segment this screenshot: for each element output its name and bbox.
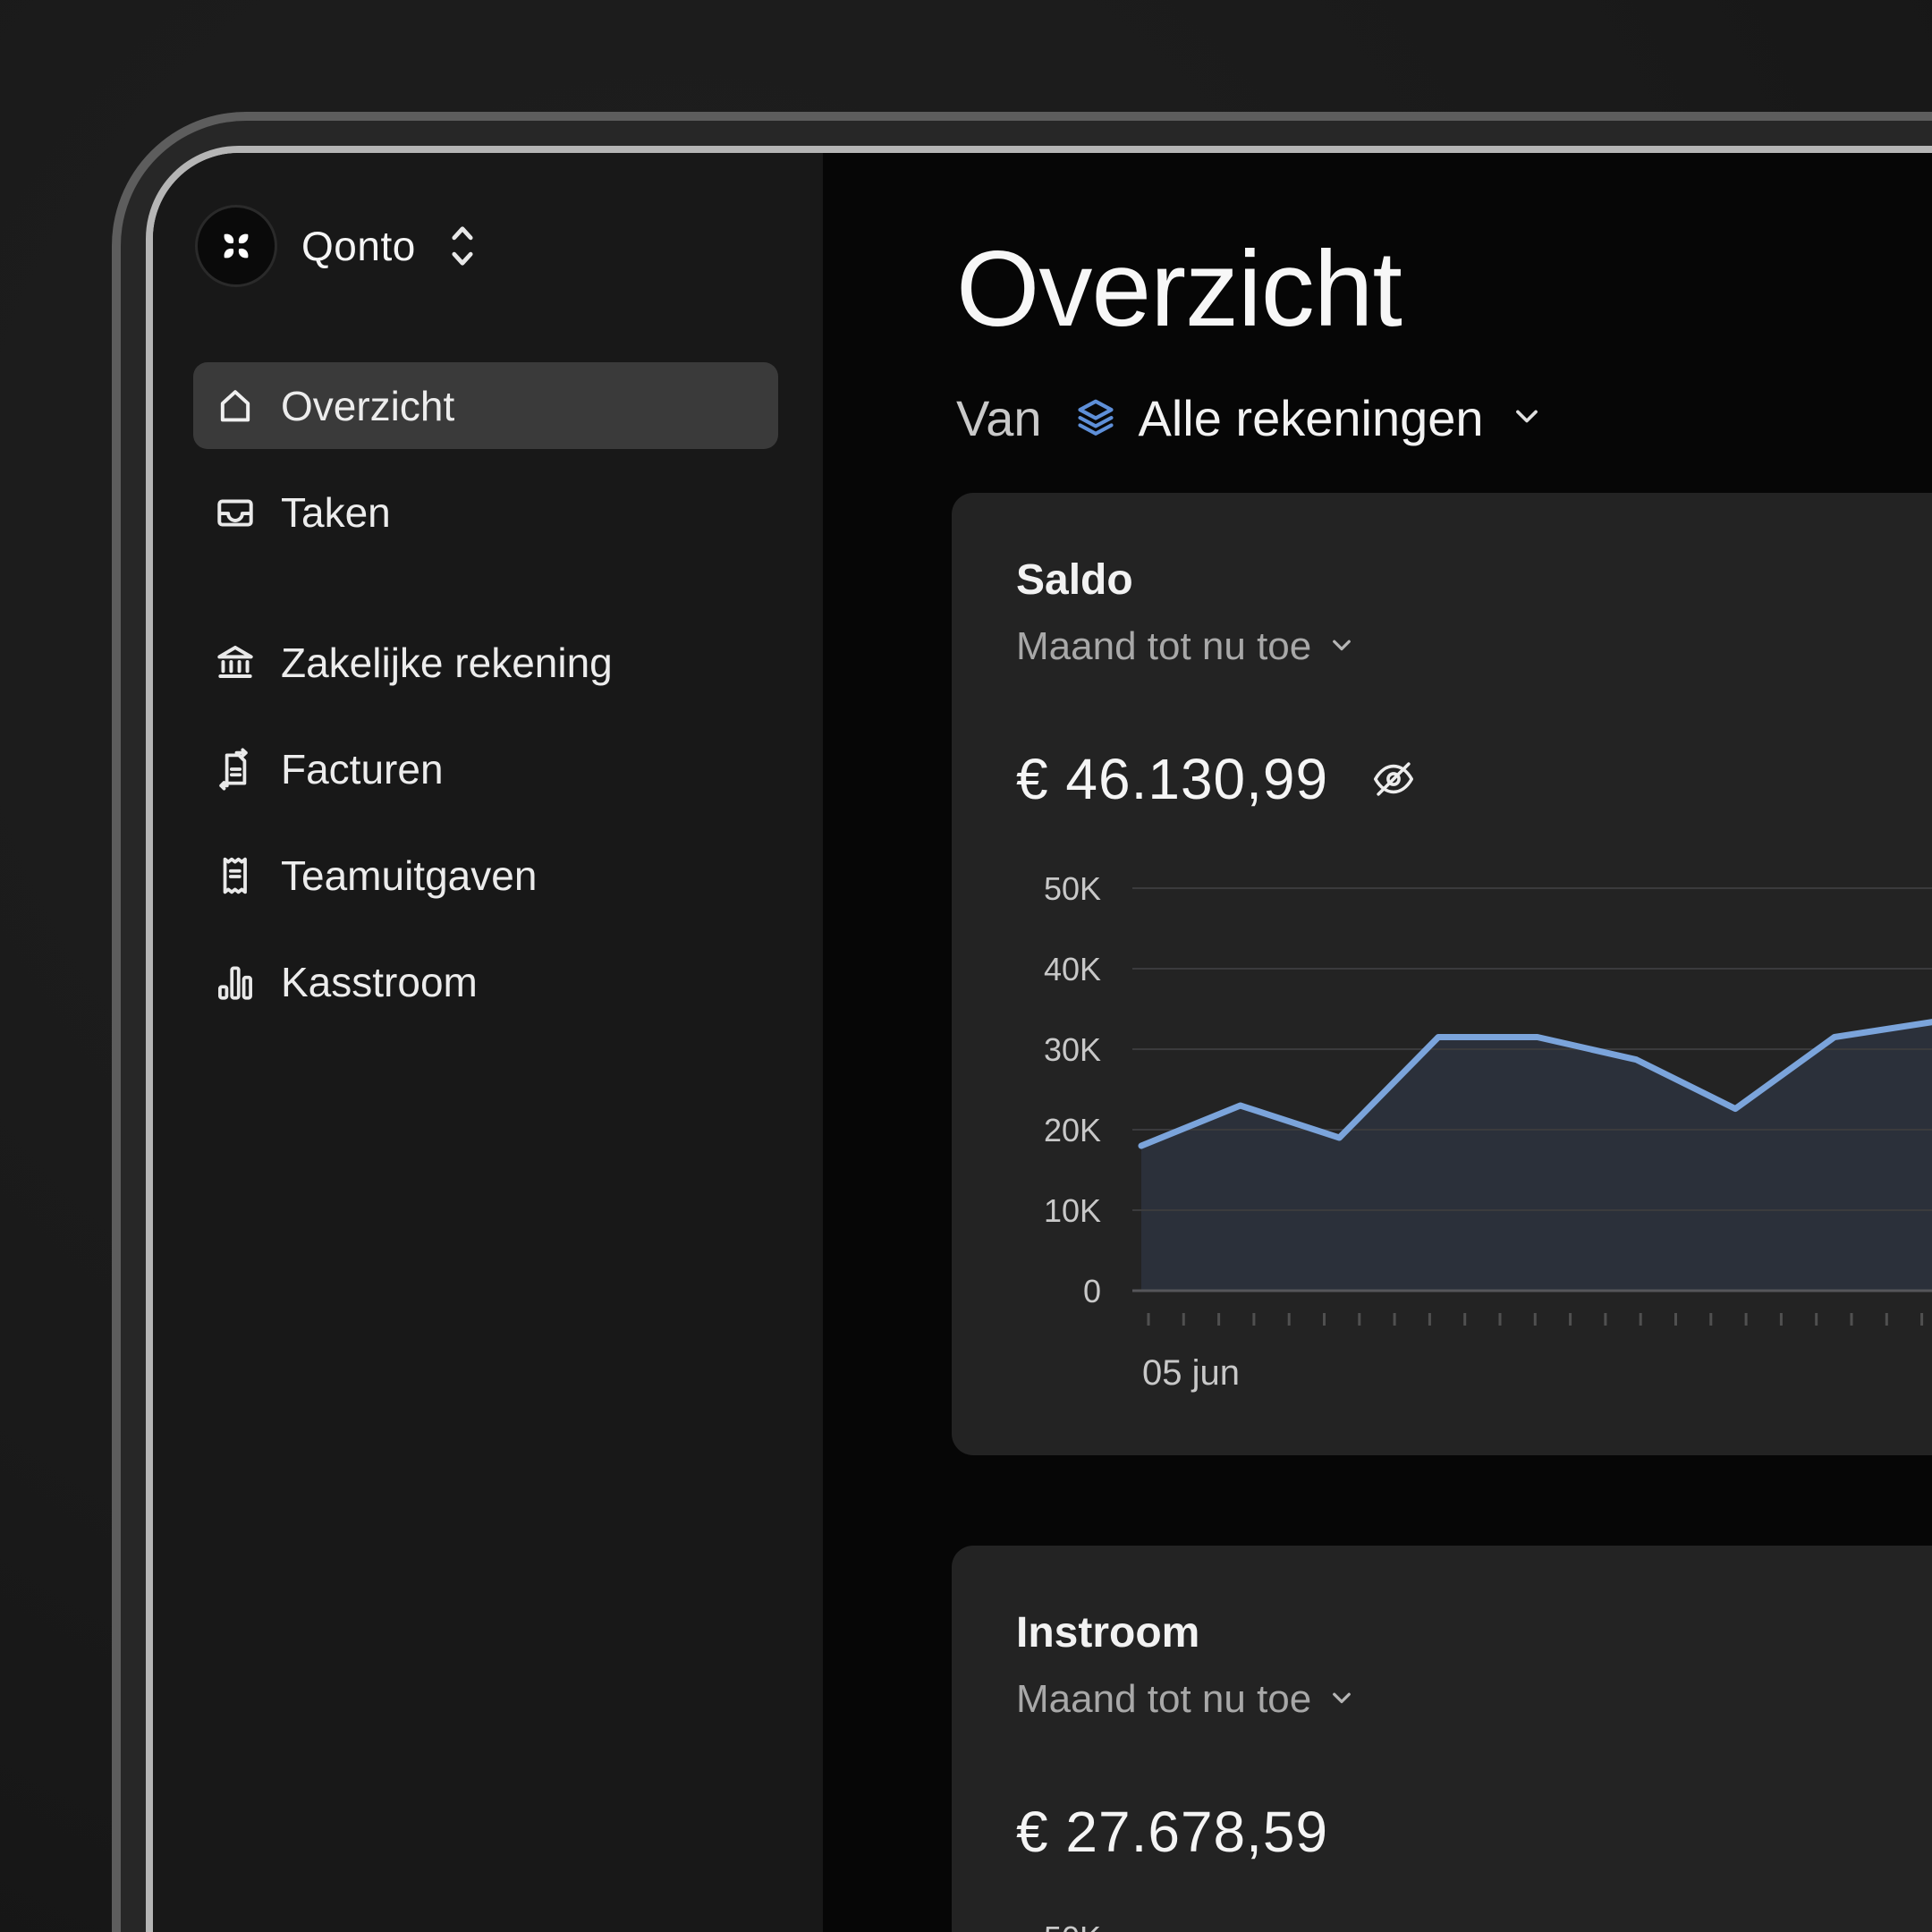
saldo-amount: € 46.130,99 [1016,747,1329,811]
qonto-logo [195,205,277,287]
svg-text:50K: 50K [1044,870,1101,907]
instroom-period-label: Maand tot nu toe [1016,1677,1312,1721]
invoice-sync-icon [213,747,258,792]
sidebar-item-teamuitgaven[interactable]: Teamuitgaven [193,832,778,919]
account-filter-value[interactable]: Alle rekeningen [1138,389,1484,446]
svg-text:0: 0 [1083,1273,1101,1309]
bank-icon [213,640,258,685]
instroom-card: Instroom Maand tot nu toe € 27.678,59 50… [952,1546,1932,1932]
svg-text:30K: 30K [1044,1031,1101,1068]
sidebar-item-label: Taken [281,488,391,536]
sidebar-item-label: Overzicht [281,382,455,429]
layers-icon [1073,394,1118,443]
instroom-amount-row: € 27.678,59 [1016,1803,1328,1860]
sidebar-item-label: Zakelijke rekening [281,639,613,686]
svg-text:10K: 10K [1044,1192,1101,1229]
inbox-icon [213,490,258,535]
svg-text:40K: 40K [1044,951,1101,987]
brand-name: Qonto [301,223,416,269]
app-window: Qonto Overzicht [146,146,1932,1932]
saldo-balance-chart: 50K 40K 30K 20K 10K 0 05 jun [1044,870,1932,1393]
receipt-icon [213,853,258,898]
filter-from-label: Van [956,389,1042,446]
saldo-amount-row: € 46.130,99 [1016,750,1418,808]
sidebar-nav: Overzicht Taken [193,362,778,1045]
svg-text:50K: 50K [1044,1919,1101,1932]
saldo-card-title: Saldo [1016,556,1133,604]
sidebar-item-overzicht[interactable]: Overzicht [193,362,778,449]
svg-text:05 jun: 05 jun [1142,1353,1240,1393]
sidebar-item-label: Kasstroom [281,958,478,1005]
saldo-card: Saldo Maand tot nu toe € 46.130,99 [952,493,1932,1455]
home-icon [213,384,258,428]
bar-chart-icon [213,960,258,1004]
chevron-down-icon[interactable] [1507,396,1546,440]
qonto-clover-icon [224,233,249,258]
sidebar-item-taken[interactable]: Taken [193,469,778,555]
sidebar-item-facturen[interactable]: Facturen [193,725,778,812]
page-title: Overzicht [956,229,1402,349]
sidebar-item-kasstroom[interactable]: Kasstroom [193,938,778,1025]
main-content: Overzicht Van Alle rekeningen [823,153,1932,1932]
chevron-down-icon [1326,629,1358,665]
chevron-up-down-icon[interactable] [443,217,482,275]
saldo-period-label: Maand tot nu toe [1016,624,1312,668]
instroom-amount: € 27.678,59 [1016,1800,1329,1864]
svg-text:20K: 20K [1044,1112,1101,1148]
instroom-period-dropdown[interactable]: Maand tot nu toe [1016,1680,1358,1719]
chevron-down-icon [1326,1682,1358,1718]
account-filter-row: Van Alle rekeningen [956,389,1546,446]
sidebar-item-label: Facturen [281,745,444,792]
nav-section-divider [193,575,778,619]
sidebar-item-zakelijke-rekening[interactable]: Zakelijke rekening [193,619,778,706]
sidebar-item-label: Teamuitgaven [281,852,538,899]
instroom-card-title: Instroom [1016,1609,1200,1657]
instroom-chart: 50K [1044,1919,1101,1932]
saldo-period-dropdown[interactable]: Maand tot nu toe [1016,627,1358,666]
sidebar: Qonto Overzicht [153,153,823,1932]
organization-switcher[interactable]: Qonto [195,205,482,287]
eye-slash-icon[interactable] [1369,755,1418,803]
